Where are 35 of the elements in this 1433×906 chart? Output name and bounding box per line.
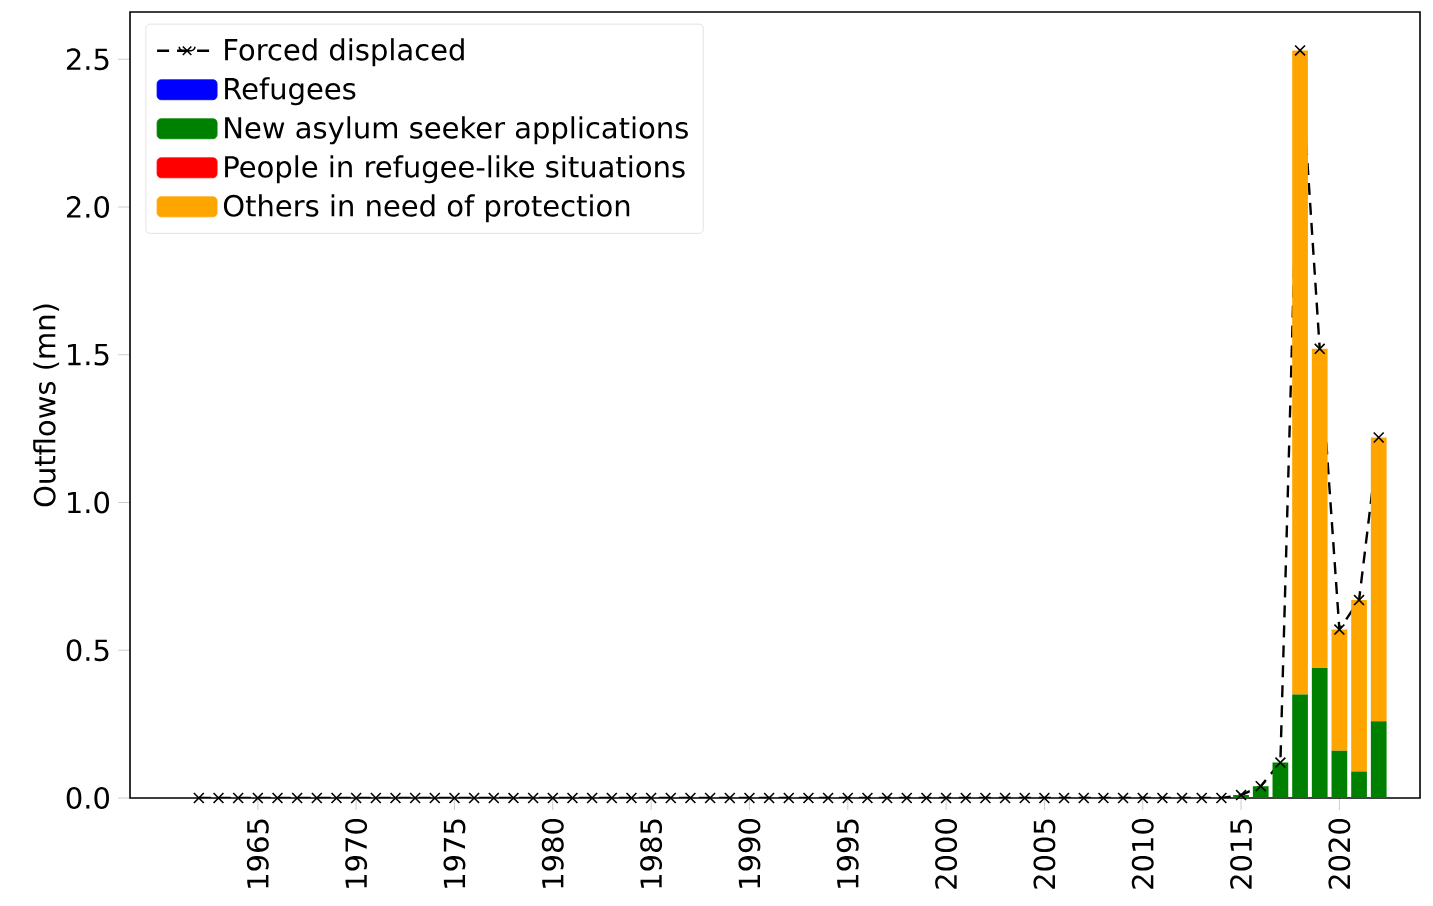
bar — [1351, 600, 1367, 772]
x-tick-label: 1980 — [541, 819, 564, 888]
y-tick-label: 2.0 — [66, 196, 110, 218]
legend-label: Forced displaced — [225, 38, 464, 67]
bar — [1370, 437, 1387, 722]
y-tick-label: 0.5 — [66, 639, 109, 662]
x-tick-label: 1975 — [443, 819, 466, 888]
x-tick-label: 2015 — [1230, 819, 1253, 889]
x-tick-label: 2010 — [1131, 819, 1154, 889]
x-tick-label: 2000 — [935, 819, 958, 889]
bar — [1311, 348, 1328, 668]
legend-label: Others in need of protection — [223, 194, 630, 223]
bar — [1370, 721, 1387, 798]
bar — [1292, 50, 1308, 695]
y-tick-label: 0.0 — [66, 787, 110, 809]
x-tick-label: 1970 — [345, 819, 368, 888]
bar — [1331, 629, 1348, 751]
bar — [1351, 771, 1367, 798]
x-tick-label: 1995 — [836, 819, 859, 888]
legend-label: Refugees — [225, 77, 356, 106]
x-tick-label: 1965 — [246, 819, 269, 888]
bar — [1272, 762, 1289, 798]
y-tick-label: 1.0 — [68, 491, 110, 514]
x-tick-label: 1985 — [640, 819, 663, 888]
legend-label: New asylum seeker applications — [225, 116, 688, 145]
x-tick-label: 2020 — [1328, 819, 1351, 889]
bar — [1331, 750, 1348, 798]
x-tick-label: 2005 — [1033, 819, 1056, 889]
y-tick-label: 1.5 — [68, 343, 109, 366]
bar — [1311, 667, 1328, 798]
y-tick-label: 2.5 — [66, 48, 109, 71]
y-axis-title: Outflows (mn) — [33, 304, 60, 507]
legend-label: People in refugee-like situations — [225, 155, 685, 184]
x-tick-label: 1990 — [738, 819, 761, 888]
bar — [1292, 694, 1308, 798]
